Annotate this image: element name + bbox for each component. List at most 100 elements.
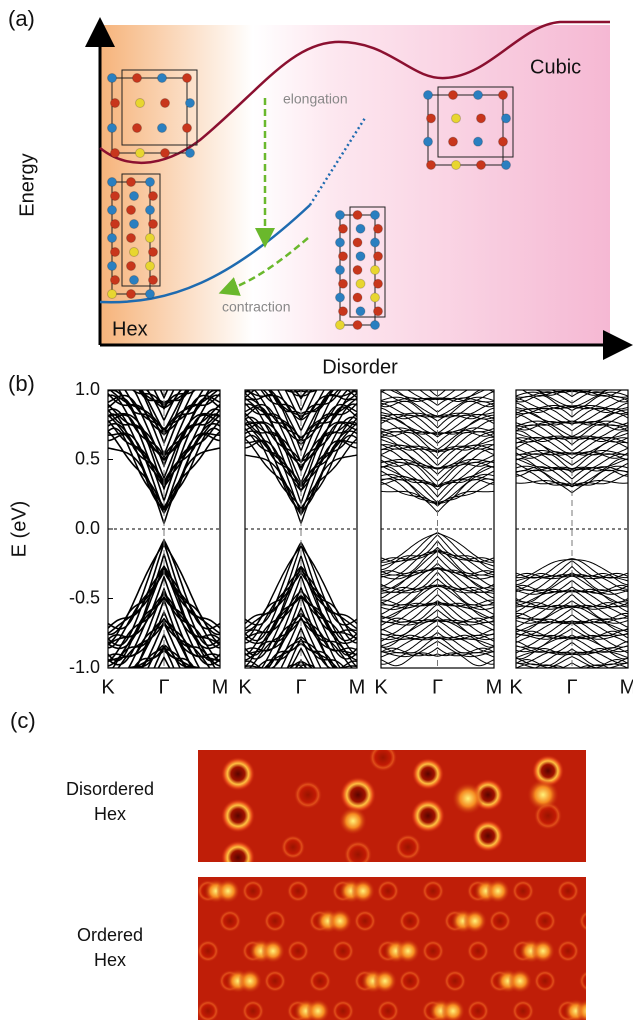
atom (353, 266, 362, 275)
atom (133, 124, 142, 133)
atom (108, 262, 117, 271)
spot (264, 910, 286, 932)
y-tick-label: 0.5 (75, 448, 100, 468)
atom (136, 99, 145, 108)
spot (534, 970, 556, 992)
y-tick-label: 0.0 (75, 518, 100, 538)
atom (336, 211, 345, 220)
spot (238, 969, 262, 993)
spot (399, 910, 421, 932)
spot (197, 1000, 219, 1022)
band (108, 345, 220, 378)
atom (149, 192, 158, 201)
figure: (a) Energy Disorder Cubic Hex elongation… (0, 0, 633, 1023)
atom (449, 137, 458, 146)
atom (452, 161, 461, 170)
atom (424, 137, 433, 146)
spot (486, 879, 510, 903)
atom (374, 307, 383, 316)
atom (424, 91, 433, 100)
k-label: Γ (432, 676, 443, 698)
spot (557, 880, 579, 902)
spot (332, 940, 354, 962)
spot (412, 758, 444, 790)
spot (527, 779, 559, 811)
atom (111, 99, 120, 108)
heatmap (198, 743, 586, 874)
spot (463, 909, 487, 933)
spot (396, 939, 420, 963)
atom (374, 224, 383, 233)
atom (502, 161, 511, 170)
k-label: K (374, 676, 388, 698)
atom (108, 74, 117, 83)
atom (133, 74, 142, 83)
atom (158, 124, 167, 133)
atom (183, 74, 192, 83)
atom (146, 262, 155, 271)
y-tick-label: -1.0 (69, 657, 100, 677)
atom (186, 99, 195, 108)
row-label: Hex (94, 950, 126, 970)
atom (127, 206, 136, 215)
spot (422, 940, 444, 962)
spot (373, 969, 397, 993)
k-label: M (349, 676, 366, 698)
spot (557, 940, 579, 962)
spot (197, 940, 219, 962)
spot (309, 970, 331, 992)
atom (127, 262, 136, 271)
spot (332, 1000, 354, 1022)
atom (130, 192, 139, 201)
atom (371, 238, 380, 247)
state-label: Cubic (530, 56, 581, 78)
spot (531, 939, 555, 963)
spot (351, 879, 375, 903)
spot (264, 970, 286, 992)
annotation: elongation (283, 91, 348, 107)
atom (499, 137, 508, 146)
spot (579, 970, 601, 992)
spot (242, 1000, 264, 1022)
spot (399, 970, 421, 992)
atom (183, 124, 192, 133)
spot (395, 834, 421, 860)
row-label: Hex (94, 804, 126, 824)
k-label: M (486, 676, 503, 698)
spot (221, 799, 255, 833)
atom (336, 266, 345, 275)
atom (149, 248, 158, 257)
atom (336, 293, 345, 302)
spot (344, 841, 372, 869)
atom (158, 74, 167, 83)
spot (340, 777, 376, 813)
atom (146, 234, 155, 243)
row-label: Disordered (66, 779, 154, 799)
spot (467, 1000, 489, 1022)
spot (242, 880, 264, 902)
spot (216, 879, 240, 903)
band (516, 367, 628, 378)
band (108, 361, 220, 385)
spot (219, 910, 241, 932)
atom (356, 224, 365, 233)
spot (579, 910, 601, 932)
atom (474, 137, 483, 146)
atom (186, 149, 195, 158)
spot (287, 880, 309, 902)
atom (339, 252, 348, 261)
atom (127, 290, 136, 299)
spot (377, 880, 399, 902)
spot (294, 781, 322, 809)
spot (287, 940, 309, 962)
spot (444, 970, 466, 992)
atom (111, 149, 120, 158)
spot (422, 880, 444, 902)
spot (472, 820, 504, 852)
y-tick-label: 1.0 (75, 379, 100, 399)
spot (306, 999, 330, 1023)
atom (108, 124, 117, 133)
atom (339, 279, 348, 288)
spot (369, 743, 397, 771)
atom (146, 206, 155, 215)
